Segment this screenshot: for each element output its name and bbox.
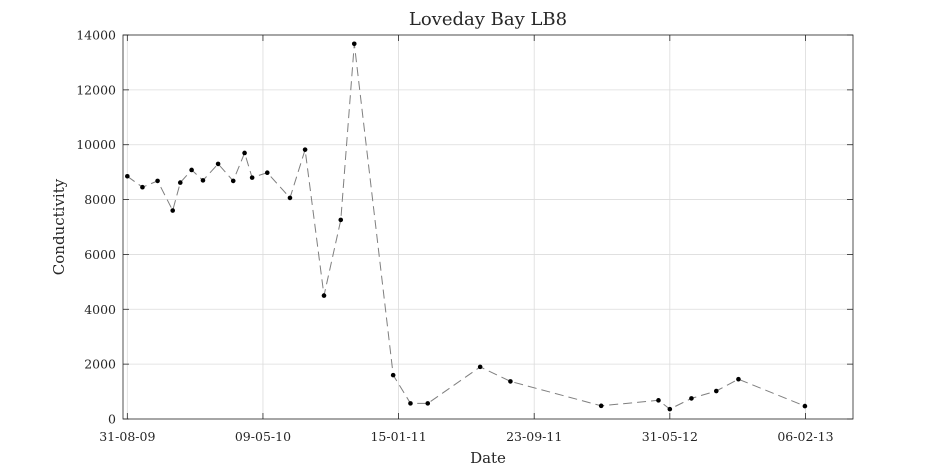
chart-title: Loveday Bay LB8	[409, 9, 567, 30]
data-point	[736, 376, 741, 382]
series-line	[127, 43, 806, 410]
data-point	[425, 401, 431, 406]
x-tick-label: 15-01-11	[370, 429, 426, 444]
y-tick-label: 10000	[76, 137, 116, 152]
data-point	[140, 184, 145, 190]
x-tick-label: 06-02-13	[777, 429, 833, 444]
data-point	[802, 403, 808, 409]
series-layer	[125, 41, 808, 412]
x-axis-label: Date	[470, 449, 506, 467]
data-point	[177, 180, 183, 185]
y-tick-label: 0	[108, 412, 116, 427]
x-tick-label: 31-08-09	[99, 429, 155, 444]
grid-layer	[123, 34, 853, 420]
data-point	[302, 147, 308, 152]
data-point	[287, 195, 293, 201]
data-point	[264, 170, 270, 175]
data-point	[170, 208, 176, 213]
data-point	[215, 161, 221, 167]
y-tick-label: 12000	[76, 82, 116, 97]
data-point	[477, 364, 483, 370]
y-tick-label: 4000	[84, 302, 116, 317]
data-point	[689, 396, 694, 401]
data-point	[125, 173, 130, 179]
data-point	[598, 403, 604, 409]
y-axis-label: Conductivity	[50, 178, 68, 275]
y-tick-label: 8000	[84, 192, 116, 207]
data-point	[667, 406, 673, 412]
data-point	[249, 175, 255, 180]
data-point	[338, 217, 344, 223]
x-tick-label: 09-05-10	[235, 429, 291, 444]
y-tick-label: 6000	[84, 247, 116, 262]
data-point	[242, 150, 247, 156]
data-point	[230, 178, 236, 184]
data-point	[189, 167, 194, 173]
tick-layer: 0 2000 4000 6000 8000 10000 12000 14000 31-08-09…	[76, 28, 853, 444]
x-tick-label: 31-05-12	[642, 429, 698, 444]
data-point	[351, 41, 357, 47]
y-tick-label: 14000	[76, 28, 116, 43]
data-point	[508, 379, 513, 384]
plot-area-frame	[122, 34, 854, 420]
x-tick-label: 23-09-11	[506, 429, 562, 444]
data-point	[656, 398, 661, 403]
data-point	[408, 401, 413, 406]
y-tick-label: 2000	[84, 357, 116, 372]
data-point	[200, 178, 206, 183]
data-point	[155, 178, 160, 184]
data-point	[321, 293, 327, 298]
data-point	[390, 372, 396, 378]
data-point	[713, 388, 719, 394]
